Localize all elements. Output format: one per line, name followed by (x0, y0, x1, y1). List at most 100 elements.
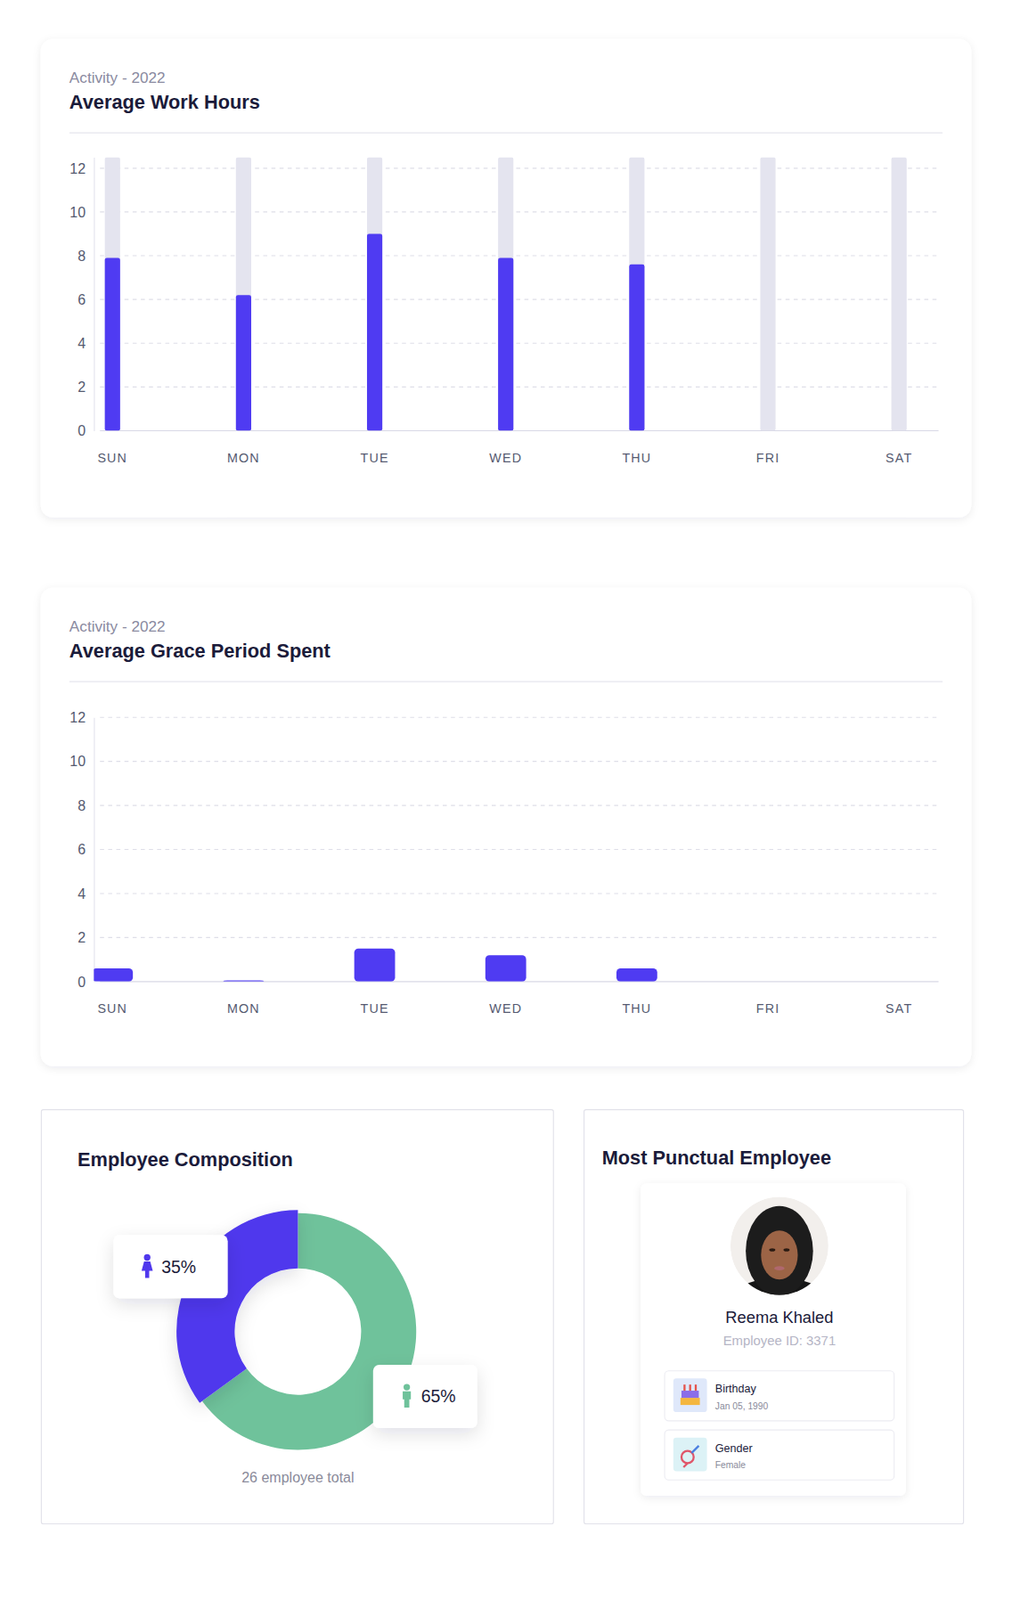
bar (367, 233, 383, 431)
x-tick-label: SAT (885, 450, 913, 466)
grid-line (99, 211, 939, 213)
y-axis: 024681012 (69, 157, 95, 439)
y-tick-label: 2 (77, 378, 86, 395)
y-tick: 4 (77, 885, 94, 902)
cake-candle (694, 1384, 697, 1391)
grid-line (99, 167, 939, 169)
card-background (40, 39, 972, 518)
bar (878, 980, 920, 982)
person-icon-head (144, 1254, 151, 1261)
x-tick: SUN (97, 981, 128, 1016)
info-field: GenderFemale (664, 1429, 895, 1480)
card-title: Most Punctual Employee (602, 1146, 832, 1169)
x-axis: SUNMONTUEWEDTHUFRISAT (97, 981, 913, 1016)
annotation: 26 employee total (241, 1469, 354, 1486)
data-label-box: 35% (113, 1234, 228, 1298)
employee-name: Reema Khaled (725, 1307, 833, 1327)
bar (223, 980, 265, 982)
y-tick: 8 (77, 247, 94, 264)
info-field-box (664, 1429, 895, 1480)
y-tick: 8 (77, 797, 94, 814)
divider (69, 681, 943, 683)
info-value: Jan 05, 1990 (715, 1401, 769, 1412)
dashboard: Activity - 2022Average Work Hours0246810… (0, 0, 1012, 1600)
grid-line (99, 299, 939, 301)
x-tick: THU (621, 981, 652, 1016)
grid (99, 717, 939, 938)
x-tick: MON (227, 430, 261, 465)
grid-line (99, 254, 939, 256)
y-tick: 2 (77, 378, 94, 395)
data-label: 65% (421, 1386, 457, 1406)
y-tick: 0 (77, 422, 94, 439)
y-tick-label: 0 (77, 422, 86, 439)
bar (497, 257, 514, 431)
employee-id: Employee ID: 3371 (723, 1333, 837, 1348)
plot-area (105, 157, 907, 432)
data-label: 35% (161, 1256, 196, 1277)
grid (99, 168, 939, 388)
grid-line (99, 892, 939, 894)
card-background (40, 1109, 554, 1525)
x-tick-label: TUE (360, 1001, 390, 1016)
y-tick: 6 (77, 840, 94, 857)
divider (69, 131, 943, 133)
x-tick: THU (621, 430, 652, 465)
x-tick: SAT (885, 981, 913, 1016)
info-icon-background (673, 1437, 708, 1472)
bar (93, 968, 133, 982)
chart-title: Employee Composition (77, 1148, 294, 1171)
bar (759, 430, 776, 432)
data-label-background (113, 1234, 228, 1298)
bar-track (367, 157, 383, 432)
person-icon-body (402, 1391, 411, 1408)
bar-chart-card: Activity - 2022 Average Grace Period Spen… (40, 587, 972, 1067)
employee-card (640, 1183, 906, 1496)
y-axis-line (93, 718, 95, 983)
data-label-box: 65% (373, 1364, 478, 1429)
grid-line (99, 717, 939, 719)
x-tick-label: SUN (97, 450, 128, 466)
bar (616, 968, 658, 982)
cake-candle (683, 1384, 686, 1391)
x-tick-label: WED (489, 1001, 523, 1016)
baseline (99, 430, 939, 432)
chart-title: Average Grace Period Spent (69, 639, 331, 662)
y-tick-label: 12 (69, 160, 86, 177)
info-icon-background (673, 1378, 708, 1412)
bar (236, 294, 252, 431)
bar-track (891, 157, 907, 432)
x-tick: SAT (885, 430, 913, 465)
x-tick: FRI (756, 981, 780, 1016)
avatar-face (760, 1230, 798, 1280)
grid-line (99, 342, 939, 344)
x-tick-label: SUN (97, 1001, 128, 1016)
x-tick-label: THU (621, 450, 652, 466)
x-tick: WED (489, 430, 523, 465)
info-field: Birthday Jan 05, 1990 (664, 1371, 895, 1421)
x-tick: SUN (97, 430, 128, 465)
bar-track (759, 157, 776, 432)
chart-subtitle: Activity - 2022 (69, 68, 166, 87)
bar-track (497, 157, 514, 432)
y-tick-label: 8 (77, 797, 86, 814)
y-tick-label: 6 (77, 291, 86, 308)
bar-track (628, 157, 645, 432)
y-tick-label: 8 (77, 247, 86, 264)
bar (747, 980, 789, 982)
plot-area (93, 948, 657, 982)
x-axis: SUNMONTUEWEDTHUFRISAT (97, 430, 913, 465)
chart-subtitle: Activity - 2022 (69, 617, 166, 636)
grid-line (99, 848, 939, 850)
info-label: Birthday (715, 1382, 758, 1396)
y-tick: 2 (77, 929, 94, 946)
y-tick-label: 10 (69, 752, 86, 769)
y-tick-label: 0 (77, 973, 86, 990)
bar (485, 954, 527, 982)
person-icon-head (403, 1383, 410, 1390)
donut-chart-card: Employee Composition 35% 65% 26 employee to… (40, 1109, 554, 1525)
gender-icon (683, 1462, 688, 1468)
y-tick: 12 (69, 709, 94, 726)
y-tick-label: 12 (69, 709, 86, 726)
y-tick-label: 2 (77, 929, 86, 946)
